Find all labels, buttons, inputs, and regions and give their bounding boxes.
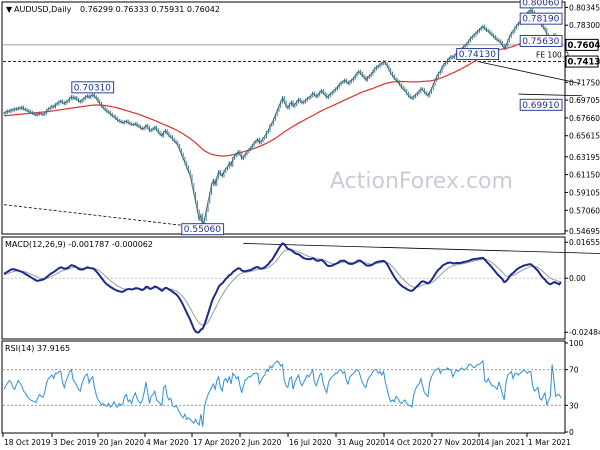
macd-y-axis: 0.016557 0.00 -0.02484 <box>565 238 600 337</box>
x-tick-label: 31 Aug 2020 <box>337 438 385 447</box>
fe-label: FE 100.0 <box>536 51 569 60</box>
x-tick-label: 14 Oct 2020 <box>385 438 432 447</box>
price-y-tick-label: 0.59105 <box>569 188 600 197</box>
price-annotation-box <box>519 0 563 9</box>
macd-trend-line <box>243 243 600 254</box>
price-menu-arrow-icon[interactable]: ▼ <box>6 5 13 14</box>
fe-level-tag-box <box>565 55 599 68</box>
rsi-lines <box>3 359 564 427</box>
price-trend-line <box>3 204 203 229</box>
macd-y-tick-label: -0.02484 <box>569 328 600 337</box>
x-axis: 18 Oct 2019 3 Dec 2019 20 Jan 2020 4 Mar 20… <box>2 433 571 447</box>
price-annotation-label: 0.55060 <box>184 225 221 235</box>
price-annotation-label: 0.74130 <box>459 50 496 60</box>
price-annotation-label: 0.69910 <box>522 101 559 111</box>
rsi-line <box>3 359 562 427</box>
rsi-panel-frame <box>1 340 566 434</box>
x-tick-label: 27 Nov 2020 <box>433 438 481 447</box>
price-y-tick-label: 0.80345 <box>569 3 600 12</box>
price-trend-line <box>518 93 583 97</box>
price-annotation-label: 0.78190 <box>522 15 559 25</box>
rsi-y-tick-label: 70 <box>569 366 579 375</box>
current-price-tag-label: 0.76042 <box>568 41 600 51</box>
x-tick-label: 4 Mar 2020 <box>146 438 189 447</box>
rsi-y-tick-label: 30 <box>569 401 579 410</box>
price-y-tick-label: 0.63195 <box>569 153 600 162</box>
price-annotation-label: 0.80060 <box>522 0 559 8</box>
price-y-tick-label: 0.71750 <box>569 78 600 87</box>
macd-y-tick-label: 0.00 <box>569 274 586 283</box>
price-tags: 0.76042 0.74130 <box>565 38 600 68</box>
price-annotation-box <box>71 81 115 94</box>
price-annotation-box <box>519 12 563 25</box>
price-y-tick-label: 0.78300 <box>569 21 600 30</box>
rsi-y-tick-label: 0 <box>569 428 574 437</box>
macd-label: MACD(12,26,9) -0.001787 -0.000062 <box>5 240 153 249</box>
price-y-tick-label: 0.57060 <box>569 206 600 215</box>
current-price-tag-box <box>565 38 599 51</box>
macd-y-tick-label: 0.016557 <box>569 238 600 247</box>
x-tick-label: 3 Dec 2019 <box>53 438 96 447</box>
rsi-label: RSI(14) 37.9165 <box>5 344 70 353</box>
price-annotation-label: 0.75630 <box>522 37 559 47</box>
fe-level-tag-label: 0.74130 <box>568 58 600 68</box>
rsi-y-tick-label: 100 <box>569 339 584 348</box>
macd-panel-frame <box>1 236 566 340</box>
macd-panel: MACD(12,26,9) -0.001787 -0.000062 0.0165… <box>1 236 600 340</box>
x-tick-label: 16 Jul 2020 <box>289 438 332 447</box>
price-annotation-box <box>519 98 563 111</box>
price-annotation-box <box>456 48 500 61</box>
rsi-panel: RSI(14) 37.9165 100 70 30 0 <box>1 339 584 437</box>
price-y-tick-label: 0.69705 <box>569 96 600 105</box>
macd-signal-line <box>3 249 562 326</box>
price-close-line <box>3 9 562 228</box>
symbol-label: AUDUSD,Daily <box>14 5 72 14</box>
price-y-tick-label: 0.67660 <box>569 114 600 123</box>
price-y-tick-label: 0.65615 <box>569 132 600 141</box>
x-tick-label: 14 Jan 2021 <box>480 438 525 447</box>
price-trend-line <box>477 61 581 84</box>
x-tick-label: 17 Apr 2020 <box>193 438 240 447</box>
price-annotation-box <box>519 34 563 47</box>
moving-average-line <box>3 37 562 157</box>
macd-main-line <box>3 242 562 334</box>
price-panel: ▼ AUDUSD,Daily 0.76299 0.76333 0.75931 0… <box>1 0 600 236</box>
price-annotation-box <box>181 223 225 236</box>
x-tick-label: 20 Jan 2020 <box>99 438 144 447</box>
macd-lines <box>3 242 600 334</box>
x-tick-label: 1 Mar 2021 <box>528 438 571 447</box>
watermark: ActionForex.com <box>330 169 513 194</box>
price-lines <box>3 8 583 230</box>
rsi-y-axis: 100 70 30 0 <box>565 339 584 437</box>
price-y-tick-label: 0.54695 <box>569 227 600 236</box>
price-annotations: 0.70310 0.55060 0.74130 0.69910 0.75630 0.781… <box>71 0 569 236</box>
price-y-tick-label: 0.61150 <box>569 171 600 180</box>
quote-values: 0.76299 0.76333 0.75931 0.76042 <box>80 5 220 14</box>
x-tick-label: 2 Jun 2020 <box>241 438 282 447</box>
price-annotation-label: 0.70310 <box>74 83 111 93</box>
x-tick-label: 18 Oct 2019 <box>4 438 51 447</box>
